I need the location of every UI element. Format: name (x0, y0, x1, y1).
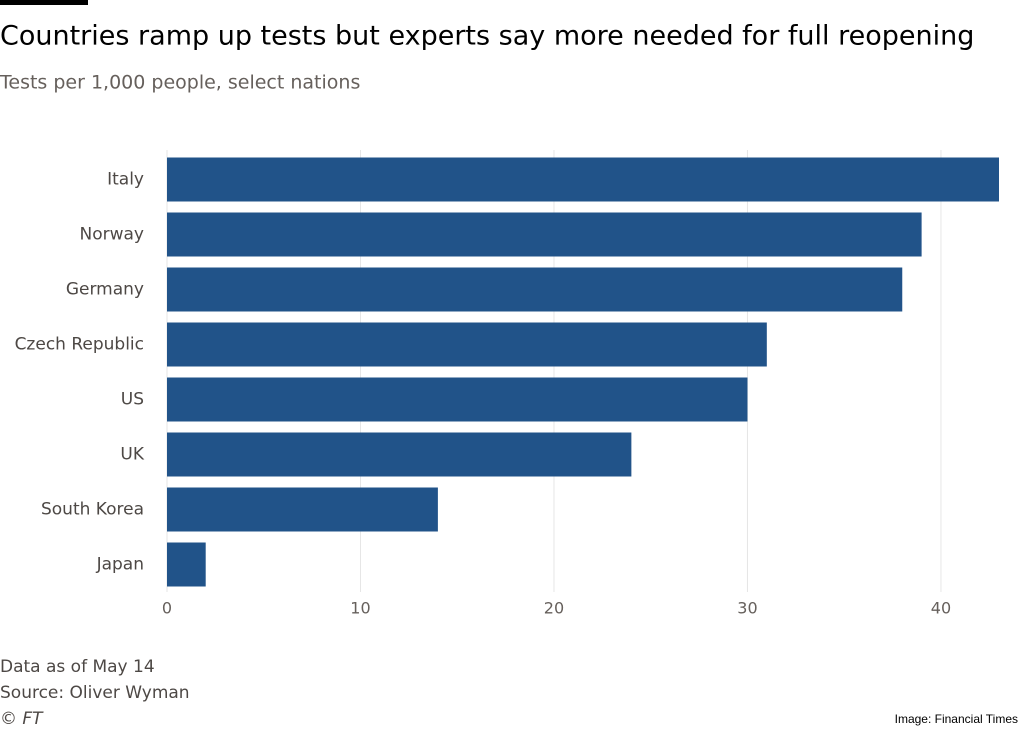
y-tick-label: UK (120, 445, 144, 465)
bar (167, 542, 206, 587)
bar (167, 157, 999, 202)
bar (167, 377, 748, 422)
bar (167, 212, 922, 257)
bar (167, 322, 767, 367)
y-tick-label: Japan (96, 555, 144, 575)
bar (167, 267, 903, 312)
note: Data as of May 14 (0, 657, 155, 677)
y-tick-label: Czech Republic (15, 335, 144, 355)
image-credit: Image: Financial Times (895, 712, 1018, 726)
y-tick-label: Germany (66, 280, 144, 300)
bar (167, 487, 438, 532)
y-tick-label: Italy (107, 170, 144, 190)
x-tick-label: 20 (544, 599, 564, 618)
x-tick-label: 40 (931, 599, 951, 618)
x-tick-label: 0 (162, 599, 172, 618)
copyright: © FT (0, 709, 44, 729)
y-tick-label: Norway (80, 225, 145, 245)
y-tick-label: South Korea (41, 500, 144, 520)
plot: 0 10 20 30 40 Italy Norway Germany Czech Republi… (15, 150, 999, 618)
x-tick-label: 10 (350, 599, 370, 618)
y-tick-label: US (121, 390, 144, 410)
source: Source: Oliver Wyman (0, 683, 190, 703)
chart-subtitle: Tests per 1,000 people, select nations (0, 72, 360, 94)
chart-title: Countries ramp up tests but experts say … (0, 21, 974, 52)
bar (167, 432, 632, 477)
brand-bar (0, 0, 88, 5)
x-tick-label: 30 (737, 599, 757, 618)
